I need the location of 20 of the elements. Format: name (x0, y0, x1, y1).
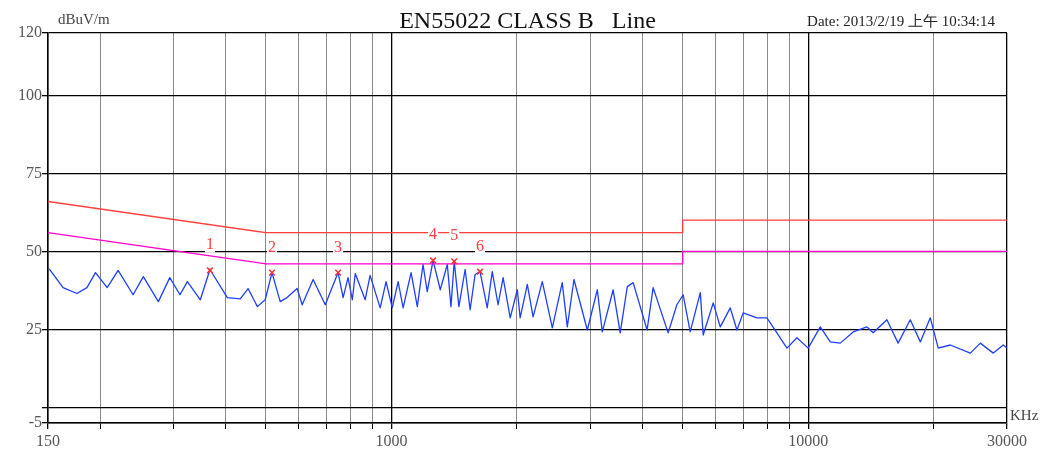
text: Date: 2013/2/19 上午 10:34:14 (807, 13, 996, 29)
y-tick-label: 120 (18, 23, 42, 41)
y-tick-label: -5 (28, 413, 42, 431)
y-tick-label: 100 (18, 85, 42, 103)
annotation: 2 (267, 237, 276, 255)
x-tick-label: 30000 (987, 431, 1027, 449)
annotation: 1 (205, 235, 214, 253)
y-axis-title: dBuV/m (58, 11, 110, 27)
annotation: 4 (429, 225, 438, 243)
y-tick-label: 50 (26, 241, 42, 259)
annotation: 6 (476, 236, 485, 254)
annotation: 5 (450, 226, 459, 244)
chart-title: EN55022 CLASS B Line (399, 7, 656, 33)
y-tick-label: 25 (26, 319, 42, 337)
x-tick-label: 150 (36, 431, 60, 449)
x-tick-label: 10000 (788, 431, 829, 449)
annotation: 3 (334, 237, 343, 255)
x-tick-label: 1000 (375, 431, 408, 449)
x-axis-title: KHz (1010, 407, 1039, 423)
y-tick-label: 75 (26, 163, 42, 181)
